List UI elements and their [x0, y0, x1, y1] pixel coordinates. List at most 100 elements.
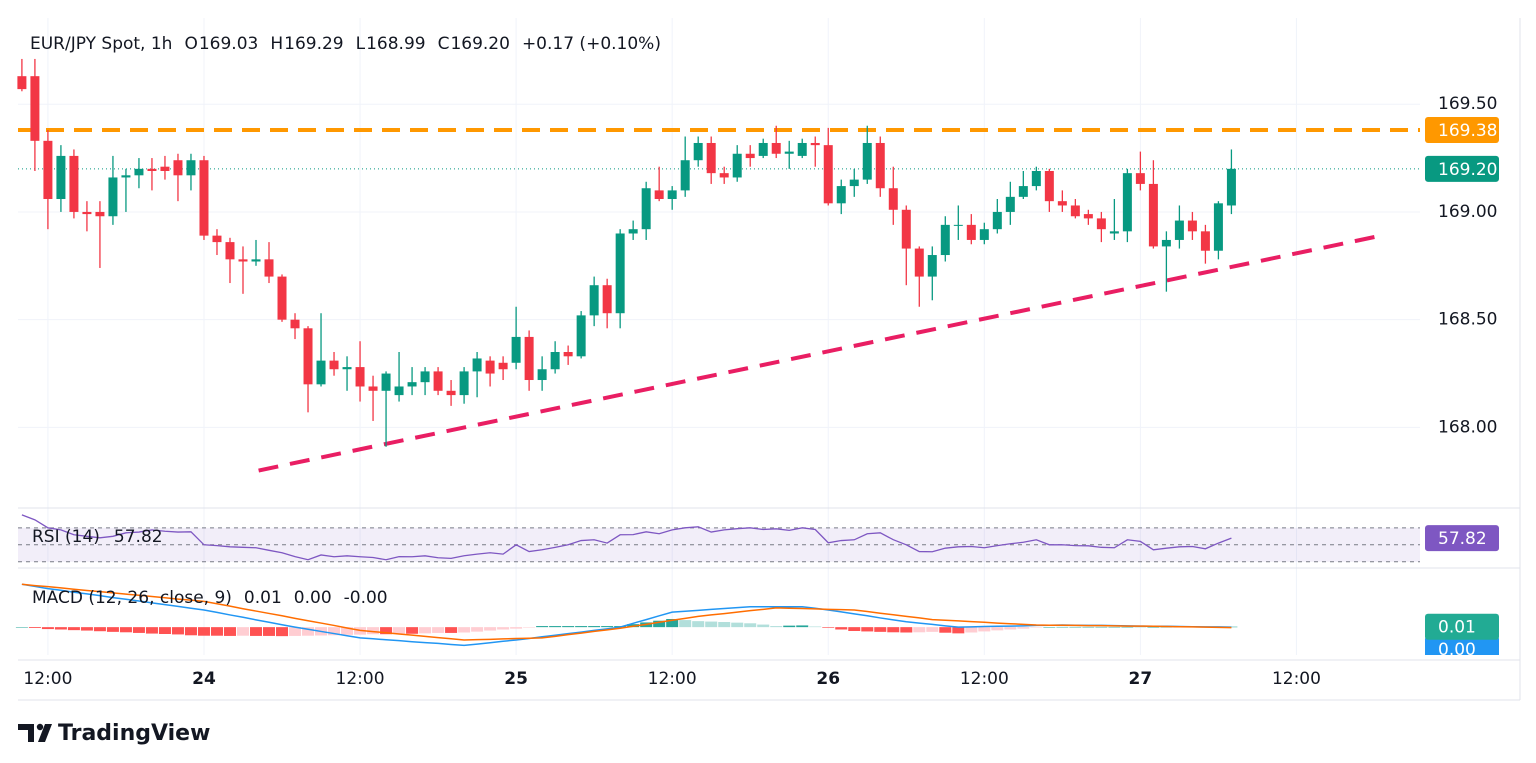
brand-name: TradingView	[58, 721, 210, 746]
rsi-badge-label: 57.82	[1438, 529, 1487, 549]
candle-body	[69, 155, 79, 212]
macd-histogram-bar	[588, 626, 601, 628]
candle-body	[43, 140, 53, 200]
candle-body	[147, 168, 157, 171]
macd-histogram-bar	[67, 627, 80, 631]
candle-body	[641, 188, 651, 230]
macd-histogram-bar	[1056, 626, 1069, 628]
macd-badge-label: 0.00	[1438, 640, 1476, 660]
line-badge-box	[1425, 117, 1499, 144]
x-tick-label: 24	[192, 669, 216, 689]
candle-body	[589, 285, 599, 316]
logo-mark	[38, 724, 52, 742]
candle-body	[602, 285, 612, 314]
macd-histogram-bar	[276, 627, 289, 637]
candle-body	[1200, 231, 1210, 251]
x-tick-label: 12:00	[336, 669, 385, 689]
macd-histogram-bar	[939, 627, 952, 633]
macd-histogram-bar	[770, 626, 783, 628]
macd-histogram-bar	[718, 622, 731, 628]
candle-body	[316, 360, 326, 385]
rsi-value: 57.82	[114, 527, 163, 547]
price-badge-box	[1425, 155, 1499, 182]
macd-histogram-bar	[223, 627, 236, 636]
macd-histogram-bar	[171, 627, 184, 635]
candle-body	[368, 386, 378, 391]
candle-body	[1096, 218, 1106, 230]
x-tick-label: 12:00	[648, 669, 697, 689]
candle-body	[108, 177, 118, 217]
macd-histogram-bar	[119, 627, 132, 633]
candle-body	[355, 367, 365, 387]
candle-body	[394, 386, 404, 396]
macd-histogram-bar	[679, 620, 692, 628]
candle-body	[966, 224, 976, 240]
candle-body	[17, 76, 27, 90]
candle-body	[1161, 239, 1171, 247]
macd-histogram-bar	[1134, 627, 1147, 628]
macd-legend-value: -0.00	[344, 588, 388, 608]
macd-histogram-bar	[965, 627, 978, 633]
candle-body	[212, 235, 222, 243]
candle-body	[433, 371, 443, 391]
x-tick-label: 25	[504, 669, 528, 689]
macd-histogram-bar	[236, 627, 249, 636]
macd-histogram-bar	[106, 627, 119, 632]
candle-body	[888, 188, 898, 210]
candle-body	[784, 151, 794, 154]
candle-body	[420, 371, 430, 383]
histogram-badge-box	[1425, 613, 1499, 640]
macd-histogram-bar	[132, 627, 145, 633]
macd-name: MACD (12, 26, close, 9)	[32, 588, 232, 608]
macd-histogram-bar	[549, 626, 562, 628]
macd-histogram-bar	[1121, 626, 1134, 628]
candle-body	[1109, 231, 1119, 234]
macd-histogram-bar	[458, 627, 471, 633]
candle-body	[251, 259, 261, 262]
macd-histogram-bar	[250, 627, 263, 636]
candle-body	[654, 190, 664, 200]
macd-histogram-bar	[54, 627, 67, 630]
rsi-badge-box	[1425, 525, 1499, 552]
candle-body	[329, 360, 339, 370]
macd-histogram-bar	[328, 627, 341, 636]
header-text: 169.29	[284, 34, 343, 54]
macd-histogram-bar	[978, 627, 991, 632]
macd-histogram-bar	[367, 627, 380, 635]
macd-histogram-bar	[145, 627, 158, 634]
macd-histogram-bar	[1004, 627, 1017, 630]
candle-body	[576, 315, 586, 357]
macd-histogram-bar	[497, 627, 510, 630]
signal-line	[21, 583, 1232, 641]
macd-line	[21, 583, 1232, 647]
macd-histogram-bar	[874, 627, 887, 632]
macd-histogram-bar	[510, 627, 523, 629]
candle-body	[1031, 170, 1041, 187]
macd-histogram-bar	[887, 627, 900, 633]
macd-histogram-bar	[757, 624, 770, 628]
candle-body	[30, 76, 40, 141]
macd-histogram-bar	[575, 626, 588, 628]
candle-body	[810, 142, 820, 146]
candle-body	[1018, 186, 1028, 197]
macd-histogram-bar	[1147, 627, 1160, 628]
macd-histogram-bar	[523, 627, 536, 628]
candle-body	[1044, 170, 1054, 202]
macd-badge-box	[1425, 636, 1499, 655]
candle-body	[797, 142, 807, 156]
macd-histogram-bar	[1082, 626, 1095, 628]
candle-body	[1174, 220, 1184, 240]
candle-body	[1122, 173, 1132, 232]
macd-histogram-bar	[913, 627, 926, 633]
macd-histogram-bar	[1043, 627, 1056, 628]
rsi-name: RSI (14)	[32, 527, 100, 547]
candle-body	[290, 319, 300, 329]
macd-histogram-bar	[861, 627, 874, 632]
macd-histogram-bar	[445, 627, 458, 633]
candle-body	[160, 166, 170, 171]
candle-body	[992, 211, 1002, 230]
macd-histogram-bar	[1069, 626, 1082, 628]
candle-body	[979, 229, 989, 240]
rsi-line	[21, 514, 1232, 561]
